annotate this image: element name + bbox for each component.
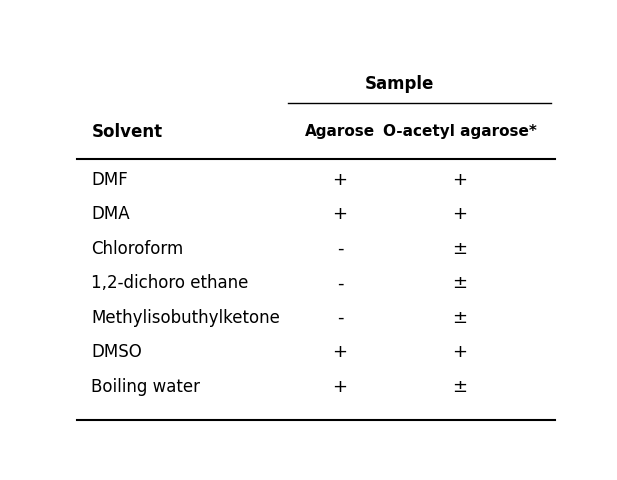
Text: Solvent: Solvent — [91, 122, 163, 141]
Text: Boiling water: Boiling water — [91, 377, 201, 395]
Text: Sample: Sample — [365, 74, 434, 93]
Text: O-acetyl agarose*: O-acetyl agarose* — [383, 124, 537, 139]
Text: ±: ± — [452, 308, 467, 326]
Text: DMF: DMF — [91, 170, 128, 189]
Text: DMA: DMA — [91, 205, 130, 223]
Text: 1,2-dichoro ethane: 1,2-dichoro ethane — [91, 274, 249, 292]
Text: -: - — [337, 308, 344, 326]
Text: +: + — [333, 205, 347, 223]
Text: -: - — [337, 240, 344, 257]
Text: ±: ± — [452, 274, 467, 292]
Text: Agarose: Agarose — [305, 124, 375, 139]
Text: -: - — [337, 274, 344, 292]
Text: +: + — [452, 205, 467, 223]
Text: DMSO: DMSO — [91, 342, 143, 360]
Text: +: + — [452, 170, 467, 189]
Text: ±: ± — [452, 240, 467, 257]
Text: ±: ± — [452, 377, 467, 395]
Text: +: + — [452, 342, 467, 360]
Text: +: + — [333, 342, 347, 360]
Text: +: + — [333, 377, 347, 395]
Text: Chloroform: Chloroform — [91, 240, 184, 257]
Text: Methylisobuthylketone: Methylisobuthylketone — [91, 308, 280, 326]
Text: +: + — [333, 170, 347, 189]
